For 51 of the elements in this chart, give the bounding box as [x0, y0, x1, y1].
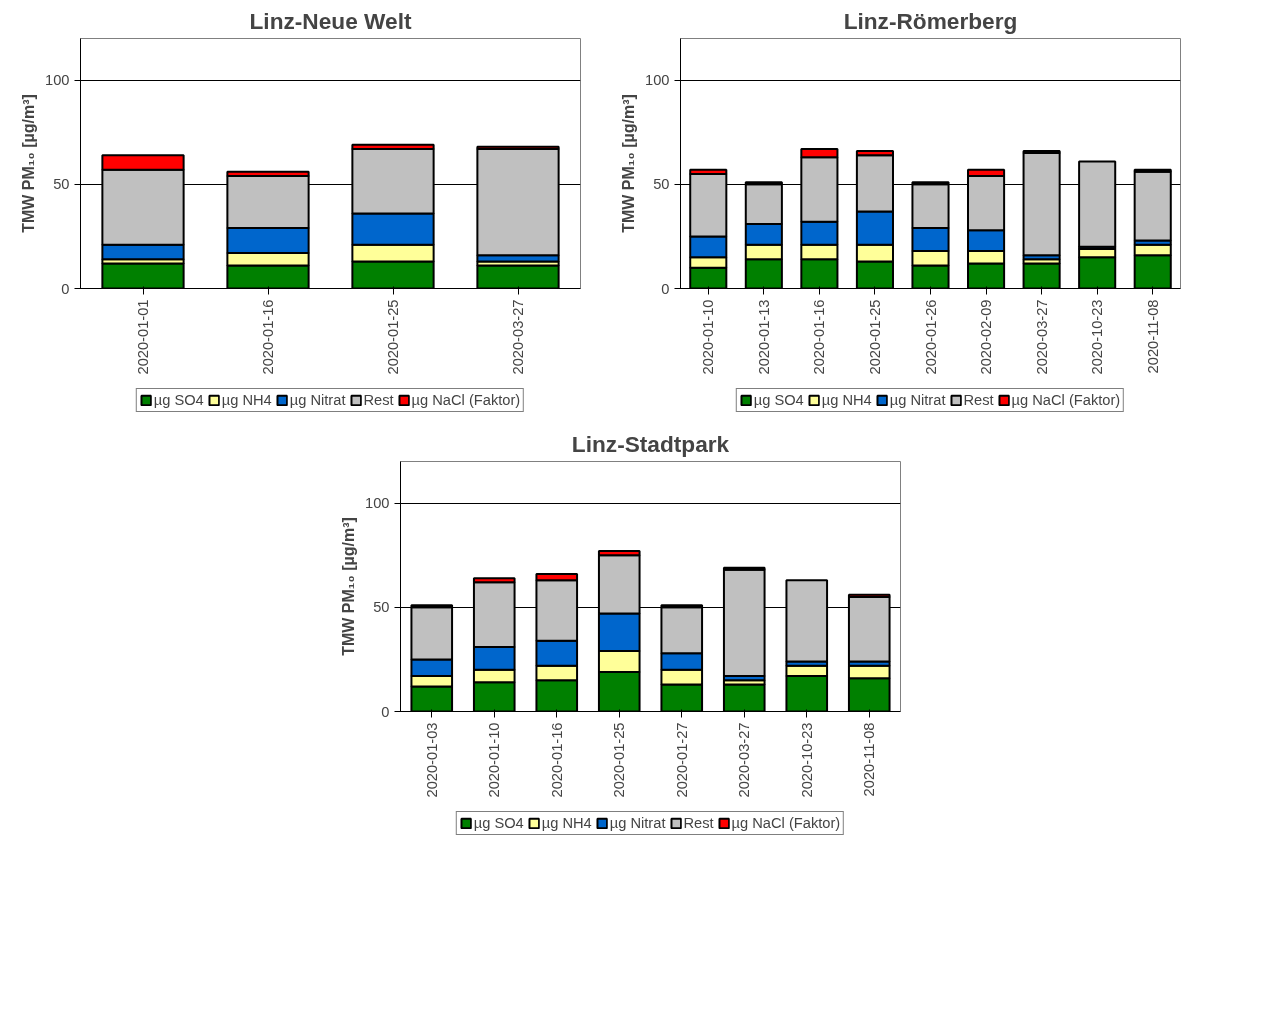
y-tick-label: 0	[661, 280, 670, 297]
y-tick-label: 0	[61, 280, 70, 297]
x-tick-label: 2020-01-03	[423, 722, 440, 798]
x-tick-label: 2020-01-27	[673, 722, 690, 798]
legend-label: µg NH4	[541, 815, 592, 831]
y-tick-label: 100	[45, 72, 70, 89]
chart-title: Linz-Stadtpark	[571, 430, 730, 457]
y-axis-title: TMW PM₁₀ [µg/m³]	[340, 517, 358, 656]
x-tick-label: 2020-03-27	[510, 299, 526, 375]
x-tick-label: 2020-01-25	[385, 299, 401, 375]
y-tick-label: 50	[53, 176, 70, 193]
legend-label: µg NH4	[221, 392, 272, 408]
x-tick-label: 2020-03-27	[1033, 299, 1050, 375]
legend-label: µg Nitrat	[889, 392, 946, 408]
x-tick-label: 2020-10-23	[1089, 299, 1106, 375]
legend-label: Rest	[683, 815, 714, 831]
legend-label: µg NaCl (Faktor)	[731, 815, 841, 831]
x-tick-label: 2020-01-16	[260, 299, 276, 375]
x-tick-label: 2020-01-26	[922, 299, 939, 375]
x-tick-label: 2020-01-25	[866, 299, 883, 375]
x-tick-label: 2020-10-23	[798, 722, 815, 798]
x-tick-label: 2020-01-10	[700, 299, 717, 375]
y-tick-label: 50	[373, 599, 390, 616]
legend-label: µg SO4	[153, 392, 204, 408]
legend-label: µg SO4	[473, 815, 524, 831]
x-tick-label: 2020-01-01	[135, 299, 151, 375]
legend-label: µg Nitrat	[609, 815, 666, 831]
y-tick-label: 100	[645, 72, 670, 89]
x-tick-label: 2020-03-27	[736, 722, 753, 798]
legend-label: Rest	[363, 392, 394, 408]
x-tick-label: 2020-01-10	[486, 722, 503, 798]
x-tick-label: 2020-11-08	[861, 722, 878, 797]
y-axis-title: TMW PM₁₀ [µg/m³]	[620, 94, 638, 233]
x-tick-label: 2020-11-08	[1144, 299, 1161, 374]
legend-label: µg NaCl (Faktor)	[411, 392, 521, 408]
legend-label: µg NaCl (Faktor)	[1011, 392, 1121, 408]
legend-label: µg SO4	[753, 392, 804, 408]
y-tick-label: 0	[381, 703, 390, 720]
x-tick-label: 2020-01-13	[755, 299, 772, 375]
chart-title: Linz-Neue Welt	[249, 7, 412, 34]
legend-label: Rest	[963, 392, 994, 408]
legend-label: µg Nitrat	[289, 392, 346, 408]
legend-label: µg NH4	[821, 392, 872, 408]
y-axis-title: TMW PM₁₀ [µg/m³]	[20, 94, 38, 233]
x-tick-label: 2020-02-09	[978, 299, 995, 375]
x-tick-label: 2020-01-16	[548, 722, 565, 798]
y-tick-label: 50	[653, 176, 670, 193]
chart-title: Linz-Römerberg	[843, 7, 1018, 34]
y-tick-label: 100	[365, 495, 390, 512]
x-tick-label: 2020-01-25	[611, 722, 628, 798]
x-tick-label: 2020-01-16	[811, 299, 828, 375]
